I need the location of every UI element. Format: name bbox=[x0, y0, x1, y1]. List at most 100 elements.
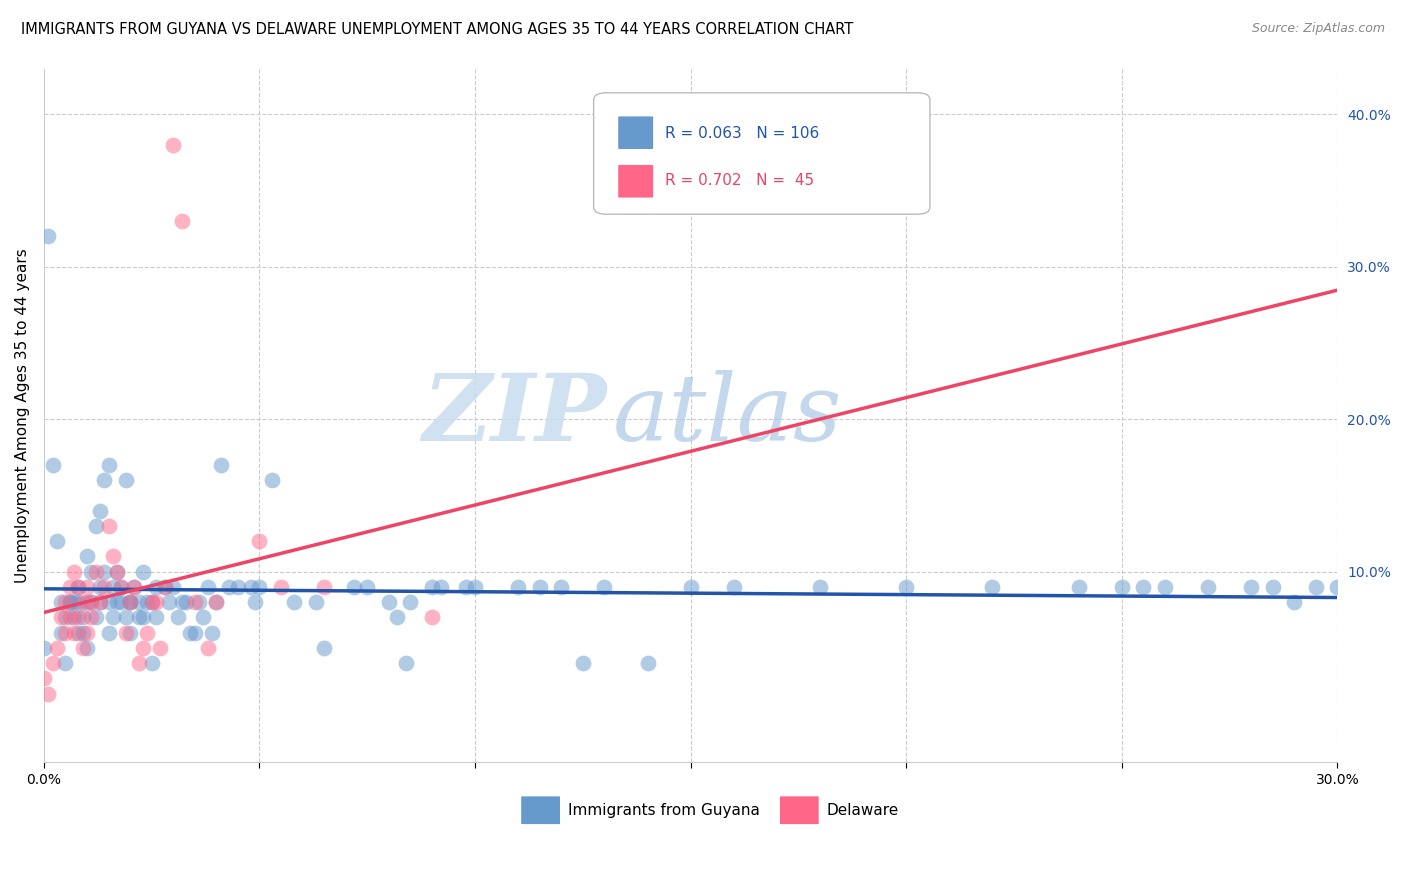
Point bbox=[128, 657, 150, 671]
Point bbox=[120, 595, 142, 609]
Point bbox=[59, 595, 82, 609]
Point bbox=[420, 580, 443, 594]
Point bbox=[89, 504, 111, 518]
Point bbox=[218, 580, 240, 594]
Point bbox=[63, 625, 86, 640]
Point bbox=[378, 595, 401, 609]
Point bbox=[508, 580, 530, 594]
Point bbox=[59, 595, 82, 609]
Point bbox=[1240, 580, 1263, 594]
Point bbox=[67, 580, 90, 594]
Point bbox=[314, 640, 336, 655]
Point bbox=[67, 595, 90, 609]
Point bbox=[572, 657, 595, 671]
Point bbox=[89, 595, 111, 609]
Point bbox=[63, 610, 86, 624]
Point bbox=[343, 580, 366, 594]
Point bbox=[84, 519, 107, 533]
Point bbox=[76, 625, 98, 640]
FancyBboxPatch shape bbox=[780, 797, 818, 824]
Point bbox=[72, 610, 94, 624]
Point bbox=[84, 565, 107, 579]
Point bbox=[80, 595, 103, 609]
Point bbox=[1305, 580, 1327, 594]
Point bbox=[105, 595, 128, 609]
Point bbox=[80, 595, 103, 609]
Point bbox=[55, 657, 77, 671]
Point bbox=[97, 458, 120, 472]
Point bbox=[157, 595, 180, 609]
Point bbox=[356, 580, 378, 594]
Point bbox=[145, 595, 167, 609]
FancyBboxPatch shape bbox=[619, 116, 654, 149]
Point bbox=[114, 473, 136, 487]
Y-axis label: Unemployment Among Ages 35 to 44 years: Unemployment Among Ages 35 to 44 years bbox=[15, 248, 30, 582]
Point bbox=[59, 610, 82, 624]
Point bbox=[1154, 580, 1177, 594]
Point bbox=[243, 595, 266, 609]
Point bbox=[723, 580, 745, 594]
Point bbox=[153, 580, 176, 594]
Point bbox=[464, 580, 486, 594]
Point bbox=[145, 580, 167, 594]
Point bbox=[124, 580, 146, 594]
Point bbox=[32, 672, 55, 686]
Point bbox=[59, 580, 82, 594]
Point bbox=[162, 580, 184, 594]
Point bbox=[262, 473, 284, 487]
Text: R = 0.702   N =  45: R = 0.702 N = 45 bbox=[665, 173, 814, 188]
Point bbox=[120, 595, 142, 609]
Point bbox=[76, 549, 98, 564]
Point bbox=[93, 565, 115, 579]
Point bbox=[529, 580, 551, 594]
Point bbox=[67, 580, 90, 594]
Point bbox=[193, 610, 215, 624]
Point bbox=[41, 657, 63, 671]
Point bbox=[1284, 595, 1306, 609]
Point bbox=[136, 625, 159, 640]
Point bbox=[136, 595, 159, 609]
Point bbox=[808, 580, 831, 594]
Point bbox=[101, 549, 124, 564]
Point bbox=[93, 473, 115, 487]
Point bbox=[197, 640, 219, 655]
Text: atlas: atlas bbox=[613, 370, 842, 460]
Point bbox=[55, 610, 77, 624]
Text: Source: ZipAtlas.com: Source: ZipAtlas.com bbox=[1251, 22, 1385, 36]
Point bbox=[550, 580, 572, 594]
Point bbox=[72, 640, 94, 655]
Point bbox=[110, 595, 132, 609]
Point bbox=[63, 595, 86, 609]
Point bbox=[145, 610, 167, 624]
Point bbox=[37, 687, 59, 701]
Point bbox=[76, 640, 98, 655]
Point bbox=[314, 580, 336, 594]
Point bbox=[170, 595, 193, 609]
Point bbox=[114, 625, 136, 640]
Point bbox=[593, 580, 616, 594]
Text: ZIP: ZIP bbox=[422, 370, 606, 460]
Point bbox=[170, 214, 193, 228]
Point bbox=[637, 657, 659, 671]
Point bbox=[105, 565, 128, 579]
Text: IMMIGRANTS FROM GUYANA VS DELAWARE UNEMPLOYMENT AMONG AGES 35 TO 44 YEARS CORREL: IMMIGRANTS FROM GUYANA VS DELAWARE UNEMP… bbox=[21, 22, 853, 37]
Point bbox=[153, 580, 176, 594]
Point bbox=[1132, 580, 1154, 594]
Point bbox=[110, 580, 132, 594]
Point bbox=[981, 580, 1004, 594]
Point bbox=[80, 565, 103, 579]
Point bbox=[49, 610, 72, 624]
Point bbox=[149, 640, 172, 655]
Point bbox=[174, 595, 197, 609]
Point bbox=[162, 137, 184, 152]
Point bbox=[132, 565, 155, 579]
Point bbox=[128, 610, 150, 624]
Point bbox=[205, 595, 228, 609]
Point bbox=[1067, 580, 1090, 594]
Point bbox=[72, 595, 94, 609]
Text: R = 0.063   N = 106: R = 0.063 N = 106 bbox=[665, 126, 820, 141]
Point bbox=[124, 580, 146, 594]
Point bbox=[201, 625, 224, 640]
Point bbox=[1111, 580, 1133, 594]
Point bbox=[239, 580, 262, 594]
